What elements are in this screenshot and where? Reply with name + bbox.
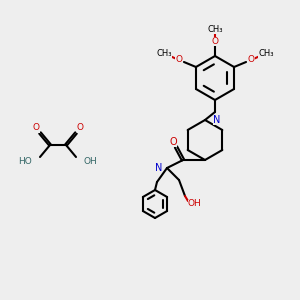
Text: O: O bbox=[76, 124, 83, 133]
Text: HO: HO bbox=[18, 157, 32, 166]
Text: O: O bbox=[176, 56, 182, 64]
Text: N: N bbox=[154, 163, 162, 173]
Text: O: O bbox=[169, 137, 177, 147]
Text: OH: OH bbox=[84, 157, 98, 166]
Text: CH₃: CH₃ bbox=[156, 49, 172, 58]
Text: O: O bbox=[248, 56, 255, 64]
Text: N: N bbox=[213, 115, 220, 125]
Text: O: O bbox=[212, 37, 218, 46]
Text: O: O bbox=[32, 124, 40, 133]
Text: CH₃: CH₃ bbox=[258, 49, 274, 58]
Text: OH: OH bbox=[188, 200, 202, 208]
Text: CH₃: CH₃ bbox=[207, 25, 223, 34]
